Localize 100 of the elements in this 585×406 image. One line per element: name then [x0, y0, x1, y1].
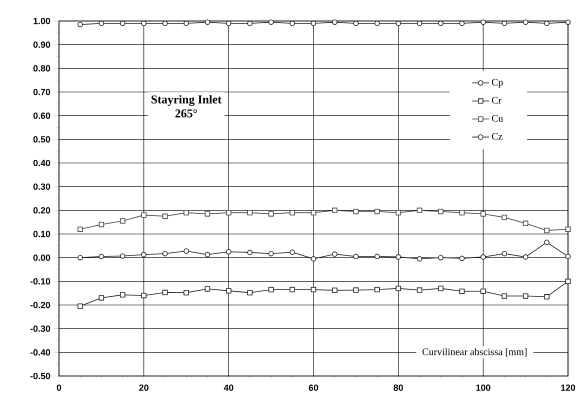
point	[120, 292, 126, 298]
point	[78, 22, 83, 28]
point	[310, 210, 316, 216]
point	[396, 286, 402, 292]
point	[565, 254, 571, 260]
point	[268, 250, 274, 256]
point	[268, 211, 274, 217]
y-tick-label: -0.10	[30, 278, 50, 285]
point	[438, 254, 444, 260]
x-tick-label: 100	[476, 384, 490, 391]
x-tick-label: 80	[394, 384, 403, 391]
x-tick-label: 60	[308, 384, 318, 391]
point	[480, 254, 486, 260]
point	[141, 292, 147, 298]
y-tick-label: 0.70	[33, 88, 50, 96]
point	[396, 210, 402, 216]
point	[416, 208, 422, 214]
point	[204, 19, 210, 25]
point	[459, 288, 465, 294]
point	[247, 290, 253, 296]
point	[480, 288, 486, 294]
point	[374, 254, 380, 260]
y-tick-label: 0.50	[33, 136, 50, 143]
y-tick-label: 0.80	[33, 65, 50, 72]
point	[226, 210, 232, 216]
point	[98, 254, 104, 260]
point	[162, 250, 168, 256]
point	[204, 286, 210, 292]
point	[565, 19, 571, 25]
point	[162, 214, 168, 219]
point	[374, 208, 380, 214]
point	[353, 287, 359, 293]
point	[184, 290, 189, 296]
point	[204, 211, 210, 217]
point	[332, 208, 338, 214]
y-tick-label: -0.40	[30, 349, 50, 356]
legend-label: Cp	[492, 78, 503, 88]
point	[204, 252, 210, 258]
point	[247, 250, 253, 256]
point	[353, 208, 359, 214]
point	[522, 220, 528, 226]
point	[268, 286, 274, 292]
point	[98, 222, 104, 228]
point	[374, 286, 380, 292]
point	[290, 210, 295, 216]
y-tick-label: 0.90	[33, 41, 50, 48]
point	[78, 303, 83, 309]
point	[184, 210, 189, 216]
point	[141, 212, 147, 218]
point	[416, 287, 422, 293]
point	[522, 19, 528, 25]
point	[226, 20, 232, 26]
point	[332, 251, 338, 257]
y-tick-label: 0.40	[33, 160, 50, 166]
point	[268, 19, 274, 25]
y-tick-label: 0.30	[33, 183, 50, 190]
y-tick-label: 0.20	[33, 207, 50, 214]
point	[502, 250, 508, 256]
x-tick-label: 40	[224, 384, 234, 391]
legend-label: Cu	[492, 114, 504, 122]
legend-label: Cz	[492, 133, 502, 140]
point	[247, 210, 253, 216]
y-tick-label: 0.60	[33, 112, 50, 119]
point	[78, 226, 83, 232]
point	[98, 295, 104, 301]
legend-label: Cr	[492, 96, 502, 104]
point	[480, 211, 486, 217]
y-tick-label: -0.50	[30, 372, 50, 380]
point	[438, 208, 444, 214]
text: 265°	[175, 109, 198, 118]
point	[544, 240, 550, 245]
point	[438, 286, 444, 292]
text: Stayring Inlet	[152, 95, 222, 106]
y-tick-label: 0.00	[33, 254, 50, 261]
point	[459, 210, 465, 216]
point	[416, 256, 422, 262]
y-tick-label: 1.00	[34, 18, 50, 24]
point	[565, 278, 571, 284]
point	[141, 252, 147, 258]
point	[226, 249, 232, 254]
point	[396, 20, 402, 26]
point	[141, 20, 147, 26]
point	[544, 294, 550, 300]
point	[310, 286, 316, 292]
x-axis-title: Curvilinear abscissa [mm]	[422, 348, 527, 356]
point	[290, 250, 295, 255]
point	[396, 254, 402, 260]
point	[120, 253, 126, 259]
y-tick-label: -0.30	[30, 325, 50, 332]
point	[290, 286, 295, 292]
point	[480, 19, 486, 25]
point	[502, 293, 508, 299]
point	[310, 20, 316, 26]
point	[332, 19, 338, 25]
x-tick-label: 20	[139, 384, 148, 391]
y-tick-label: -0.20	[30, 302, 50, 308]
y-tick-label: 0.10	[33, 230, 50, 238]
point	[522, 254, 528, 260]
point	[502, 214, 508, 220]
point	[310, 256, 316, 262]
